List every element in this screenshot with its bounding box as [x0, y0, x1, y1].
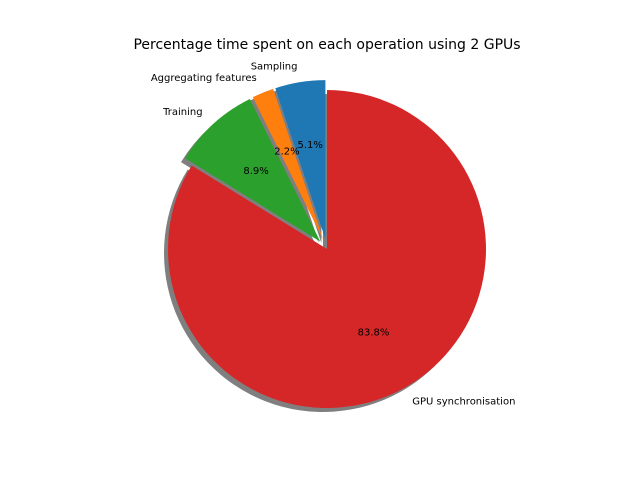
label-aggregating-features: Aggregating features [151, 73, 257, 84]
label-sampling: Sampling [251, 61, 298, 72]
pie-labels: Sampling 5.1% Aggregating features 2.2% Trai… [151, 61, 516, 407]
slice-sampling [275, 80, 326, 240]
pct-aggregating-features: 2.2% [274, 146, 299, 157]
pct-gpu-synchronisation: 83.8% [358, 327, 390, 338]
pie-wedges [168, 80, 487, 408]
slice-gpu-synchronisation [168, 90, 487, 408]
label-training: Training [162, 107, 202, 118]
chart-title: Percentage time spent on each operation … [133, 37, 520, 53]
pct-sampling: 5.1% [297, 140, 322, 151]
slice-aggregating-features [252, 88, 324, 240]
slice-training [184, 99, 321, 242]
pct-training: 8.9% [243, 166, 268, 177]
label-gpu-synchronisation: GPU synchronisation [412, 397, 515, 408]
